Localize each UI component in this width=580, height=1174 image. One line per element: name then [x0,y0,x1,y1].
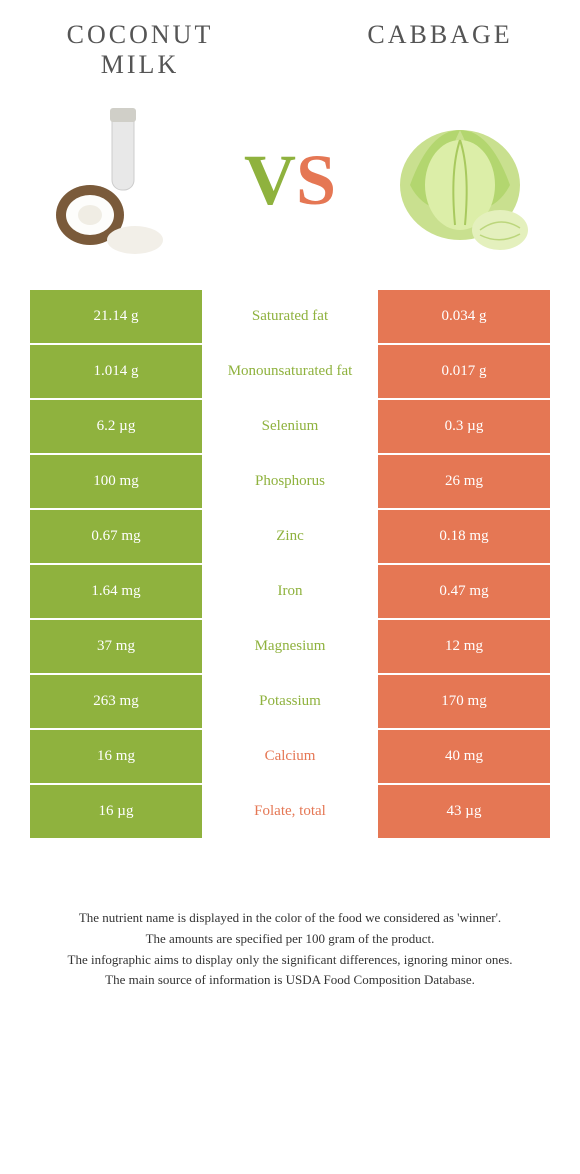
nutrient-label: Monounsaturated fat [202,345,378,398]
table-row: 1.64 mgIron0.47 mg [30,565,550,618]
comparison-table: 21.14 gSaturated fat0.034 g1.014 gMonoun… [30,290,550,838]
left-food-title: COCONUT MILK [40,20,240,80]
right-value: 0.18 mg [378,510,550,563]
right-food-image [380,100,540,260]
table-row: 21.14 gSaturated fat0.034 g [30,290,550,343]
right-value: 170 mg [378,675,550,728]
left-value: 21.14 g [30,290,202,343]
right-value: 26 mg [378,455,550,508]
right-value: 0.034 g [378,290,550,343]
left-value: 6.2 µg [30,400,202,453]
vs-v: V [244,139,296,222]
right-food-title: CABBAGE [340,20,540,50]
right-value: 0.47 mg [378,565,550,618]
vs-label: VS [244,139,336,222]
left-value: 37 mg [30,620,202,673]
vs-s: S [296,139,336,222]
header: COCONUT MILK CABBAGE [0,0,580,80]
table-row: 0.67 mgZinc0.18 mg [30,510,550,563]
left-value: 16 mg [30,730,202,783]
nutrient-label: Saturated fat [202,290,378,343]
left-value: 263 mg [30,675,202,728]
footer-line: The main source of information is USDA F… [30,970,550,991]
nutrient-label: Magnesium [202,620,378,673]
footer-line: The nutrient name is displayed in the co… [30,908,550,929]
table-row: 16 mgCalcium40 mg [30,730,550,783]
table-row: 263 mgPotassium170 mg [30,675,550,728]
nutrient-label: Zinc [202,510,378,563]
left-food-image [40,100,200,260]
nutrient-label: Calcium [202,730,378,783]
nutrient-label: Selenium [202,400,378,453]
right-value: 0.017 g [378,345,550,398]
footer-line: The infographic aims to display only the… [30,950,550,971]
vs-row: VS [0,80,580,290]
left-value: 1.014 g [30,345,202,398]
left-value: 1.64 mg [30,565,202,618]
table-row: 6.2 µgSelenium0.3 µg [30,400,550,453]
footer-line: The amounts are specified per 100 gram o… [30,929,550,950]
left-value: 0.67 mg [30,510,202,563]
right-value: 12 mg [378,620,550,673]
left-value: 100 mg [30,455,202,508]
right-value: 0.3 µg [378,400,550,453]
table-row: 16 µgFolate, total43 µg [30,785,550,838]
table-row: 100 mgPhosphorus26 mg [30,455,550,508]
nutrient-label: Folate, total [202,785,378,838]
table-row: 1.014 gMonounsaturated fat0.017 g [30,345,550,398]
right-value: 40 mg [378,730,550,783]
right-value: 43 µg [378,785,550,838]
nutrient-label: Iron [202,565,378,618]
nutrient-label: Phosphorus [202,455,378,508]
left-value: 16 µg [30,785,202,838]
table-row: 37 mgMagnesium12 mg [30,620,550,673]
footer-notes: The nutrient name is displayed in the co… [30,908,550,991]
nutrient-label: Potassium [202,675,378,728]
